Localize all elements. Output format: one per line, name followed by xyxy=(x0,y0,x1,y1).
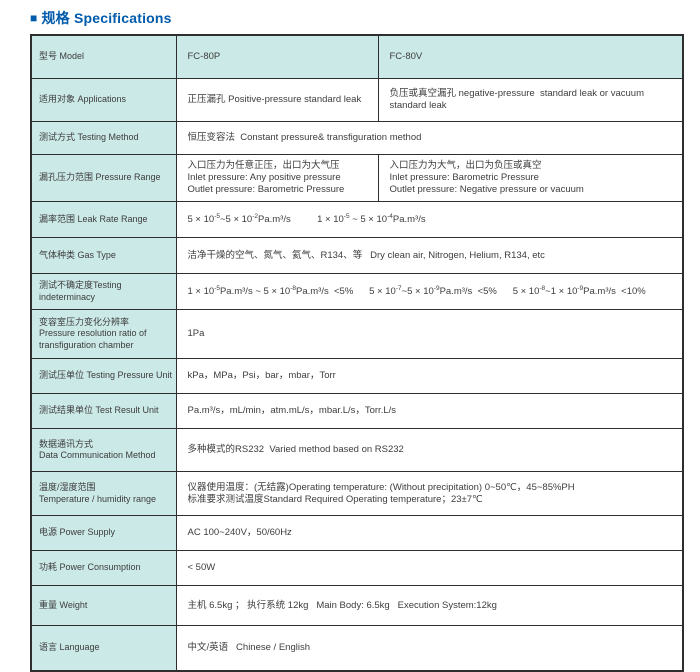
value-cell-applications-1: 负压或真空漏孔 negative-pressure standard leak … xyxy=(377,78,684,122)
value-cell-data-communication-method-0: 多种模式的RS232 Varied method based on RS232 xyxy=(175,428,684,472)
value-cell-temperature-humidity-range-0: 仪器使用温度：(无结露)Operating temperature: (With… xyxy=(175,471,684,516)
value-cell-leak-rate-range-0: 5 × 10-5~5 × 10-2Pa.m³/s 1 × 10-5 ~ 5 × … xyxy=(175,201,684,238)
row-label-model: 型号 Model xyxy=(30,34,177,79)
table-row-language: 语言 Language 中文/英语 Chinese / English xyxy=(30,625,684,672)
value-cell-gas-type-0: 洁净干燥的空气、氮气、氦气、R134、等 Dry clean air, Nitr… xyxy=(175,237,684,274)
value-cell-model-0: FC-80P xyxy=(175,34,379,79)
row-label-applications: 适用对象 Applications xyxy=(30,78,177,122)
value-cell-model-1: FC-80V xyxy=(377,34,684,79)
value-cell-testing-method-0: 恒压变容法 Constant pressure& transfiguration… xyxy=(175,121,684,155)
spec-table-body: 型号 Model FC-80P FC-80V 适用对象 Applications 正压漏… xyxy=(30,34,684,672)
value-cell-test-result-unit-0: Pa.m³/s，mL/min，atm.mL/s，mbar.L/s，Torr.L/… xyxy=(175,393,684,429)
table-row-pressure-range: 漏孔压力范围 Pressure Range 入口压力为任意正压，出口为大气压 In… xyxy=(30,154,684,202)
row-label-language: 语言 Language xyxy=(30,625,177,672)
value-cell-power-consumption-0: < 50W xyxy=(175,550,684,586)
table-row-temperature-humidity-range: 温度/湿度范围 Temperature / humidity range 仪器使用… xyxy=(30,471,684,516)
row-label-test-result-unit: 测试结果单位 Test Result Unit xyxy=(30,393,177,429)
table-row-test-result-unit: 测试结果单位 Test Result Unit Pa.m³/s，mL/min，at… xyxy=(30,393,684,429)
table-row-leak-rate-range: 漏率范围 Leak Rate Range 5 × 10-5~5 × 10-2Pa.… xyxy=(30,201,684,238)
value-cell-language-0: 中文/英语 Chinese / English xyxy=(175,625,684,672)
table-row-pressure-resolution: 变容室压力变化分辨率 Pressure resolution ratio of … xyxy=(30,309,684,359)
value-cell-testing-pressure-unit-0: kPa，MPa，Psi，bar，mbar，Torr xyxy=(175,358,684,394)
row-label-pressure-range: 漏孔压力范围 Pressure Range xyxy=(30,154,177,202)
row-label-testing-indeterminacy: 测试不确定度Testing indeterminacy xyxy=(30,273,177,310)
specifications-table: 型号 Model FC-80P FC-80V 适用对象 Applications 正压漏… xyxy=(30,34,684,672)
table-row-testing-method: 测试方式 Testing Method 恒压变容法 Constant pressu… xyxy=(30,121,684,155)
row-label-temperature-humidity-range: 温度/湿度范围 Temperature / humidity range xyxy=(30,471,177,516)
value-cell-testing-indeterminacy-0: 1 × 10-5Pa.m³/s ~ 5 × 10-8Pa.m³/s <5% 5 … xyxy=(175,273,684,310)
value-cell-weight-0: 主机 6.5kg ； 执行系统 12kg Main Body: 6.5kg Ex… xyxy=(175,585,684,626)
row-label-testing-method: 测试方式 Testing Method xyxy=(30,121,177,155)
table-row-applications: 适用对象 Applications 正压漏孔 Positive-pressure … xyxy=(30,78,684,122)
table-row-power-supply: 电源 Power Supply AC 100~240V，50/60Hz xyxy=(30,515,684,551)
row-label-pressure-resolution: 变容室压力变化分辨率 Pressure resolution ratio of … xyxy=(30,309,177,359)
row-label-power-supply: 电源 Power Supply xyxy=(30,515,177,551)
row-label-leak-rate-range: 漏率范围 Leak Rate Range xyxy=(30,201,177,238)
value-cell-power-supply-0: AC 100~240V，50/60Hz xyxy=(175,515,684,551)
table-row-model: 型号 Model FC-80P FC-80V xyxy=(30,34,684,79)
page-title-text: 规格 Specifications xyxy=(41,10,172,26)
value-cell-pressure-range-0: 入口压力为任意正压，出口为大气压 Inlet pressure: Any pos… xyxy=(175,154,379,202)
row-label-weight: 重量 Weight xyxy=(30,585,177,626)
table-row-testing-pressure-unit: 测试压单位 Testing Pressure Unit kPa，MPa，Psi，b… xyxy=(30,358,684,394)
table-row-gas-type: 气体种类 Gas Type 洁净干燥的空气、氮气、氦气、R134、等 Dry cl… xyxy=(30,237,684,274)
row-label-testing-pressure-unit: 测试压单位 Testing Pressure Unit xyxy=(30,358,177,394)
row-label-power-consumption: 功耗 Power Consumption xyxy=(30,550,177,586)
table-row-power-consumption: 功耗 Power Consumption < 50W xyxy=(30,550,684,586)
row-label-gas-type: 气体种类 Gas Type xyxy=(30,237,177,274)
table-row-weight: 重量 Weight 主机 6.5kg ； 执行系统 12kg Main Body:… xyxy=(30,585,684,626)
page-title: ■ 规格 Specifications xyxy=(30,8,172,28)
value-cell-applications-0: 正压漏孔 Positive-pressure standard leak xyxy=(175,78,379,122)
value-cell-pressure-resolution-0: 1Pa xyxy=(175,309,684,359)
title-square-marker: ■ xyxy=(30,11,38,25)
table-row-testing-indeterminacy: 测试不确定度Testing indeterminacy 1 × 10-5Pa.m³… xyxy=(30,273,684,310)
row-label-data-communication-method: 数据通讯方式 Data Communication Method xyxy=(30,428,177,472)
value-cell-pressure-range-1: 入口压力为大气，出口为负压或真空 Inlet pressure: Baromet… xyxy=(377,154,684,202)
table-row-data-communication-method: 数据通讯方式 Data Communication Method 多种模式的RS2… xyxy=(30,428,684,472)
